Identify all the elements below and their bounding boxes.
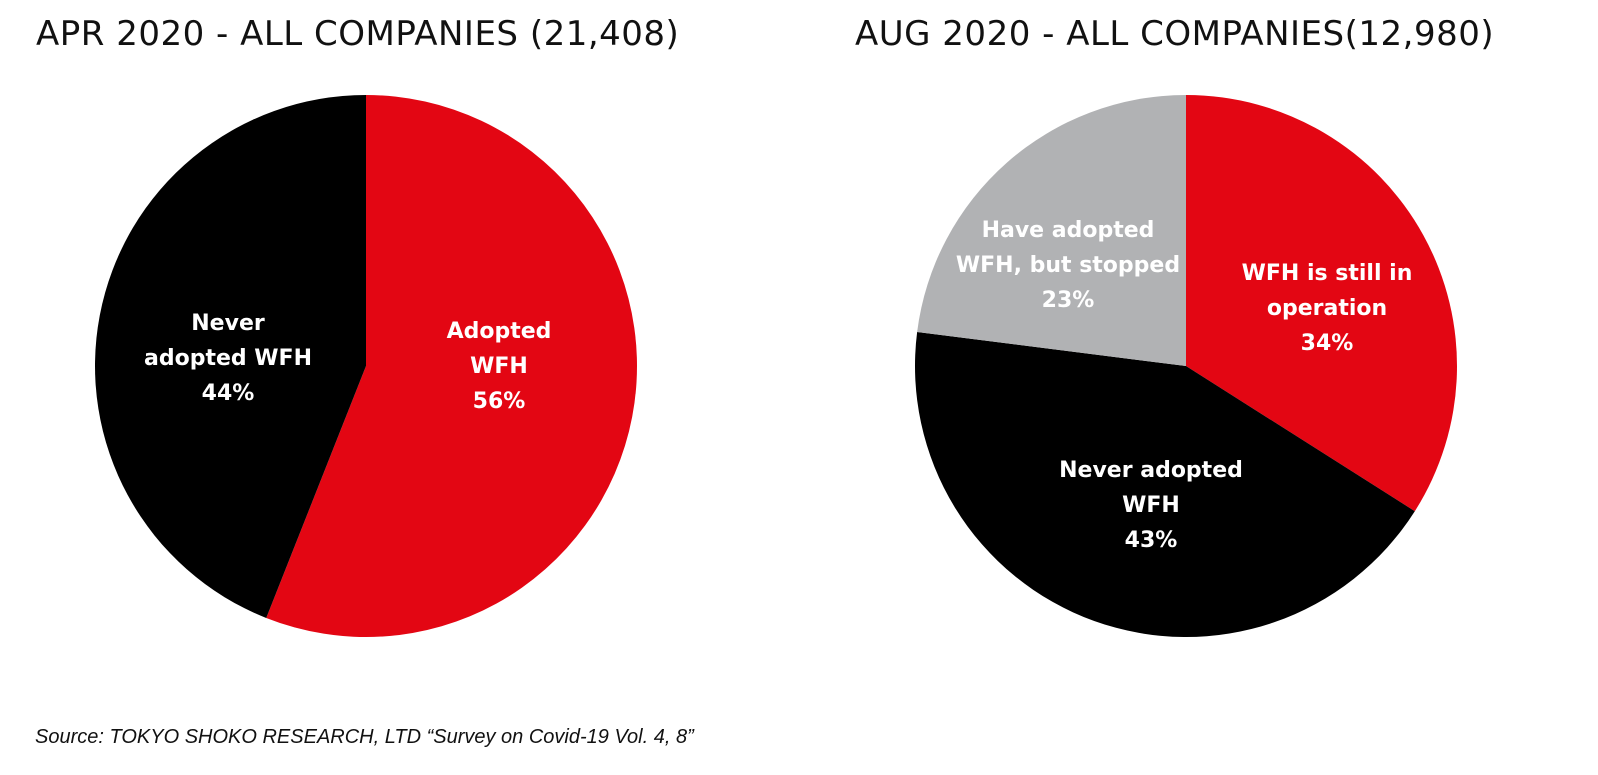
slice-label-line: WFH, but stopped bbox=[956, 253, 1180, 278]
source-note: Source: TOKYO SHOKO RESEARCH, LTD “Surve… bbox=[35, 726, 694, 748]
slice-label-line: Never bbox=[191, 311, 265, 336]
chart-title-apr: APR 2020 - ALL COMPANIES (21,408) bbox=[36, 14, 680, 54]
chart-title-aug: AUG 2020 - ALL COMPANIES(12,980) bbox=[855, 14, 1495, 54]
pie-slice bbox=[94, 95, 366, 618]
slice-label-line: WFH bbox=[1122, 493, 1180, 518]
slice-label-line: 34% bbox=[1301, 331, 1354, 356]
slice-label-line: WFH is still in bbox=[1242, 261, 1413, 286]
slice-label-line: 44% bbox=[202, 381, 255, 406]
slice-label: Adopted WFH 56% bbox=[447, 319, 552, 414]
slice-label-line: WFH bbox=[470, 354, 528, 379]
pie-slice bbox=[266, 95, 638, 637]
slice-label-line: Have adopted bbox=[982, 218, 1155, 243]
pie-slice bbox=[917, 95, 1186, 366]
slice-label-line: Adopted bbox=[447, 319, 552, 344]
slice-label-line: 43% bbox=[1125, 528, 1178, 553]
slice-label-line: 23% bbox=[1042, 288, 1095, 313]
slice-label: Never adopted WFH 43% bbox=[1059, 458, 1243, 553]
pie-aug-2020: WFH is still in operation 34% Never adopted… bbox=[914, 95, 1458, 638]
pie-apr-2020: Adopted WFH 56% Never adopted WFH 44% bbox=[94, 95, 638, 637]
pie-slice bbox=[1186, 95, 1458, 512]
slice-label-line: operation bbox=[1267, 296, 1387, 321]
slice-label-line: Never adopted bbox=[1059, 458, 1243, 483]
slice-label-line: 56% bbox=[473, 389, 526, 414]
slice-label-line: adopted WFH bbox=[144, 346, 312, 371]
slice-label: WFH is still in operation 34% bbox=[1242, 261, 1413, 356]
slice-label: Never adopted WFH 44% bbox=[144, 311, 312, 406]
pie-slice bbox=[914, 332, 1415, 638]
slice-label: Have adopted WFH, but stopped 23% bbox=[956, 218, 1180, 313]
